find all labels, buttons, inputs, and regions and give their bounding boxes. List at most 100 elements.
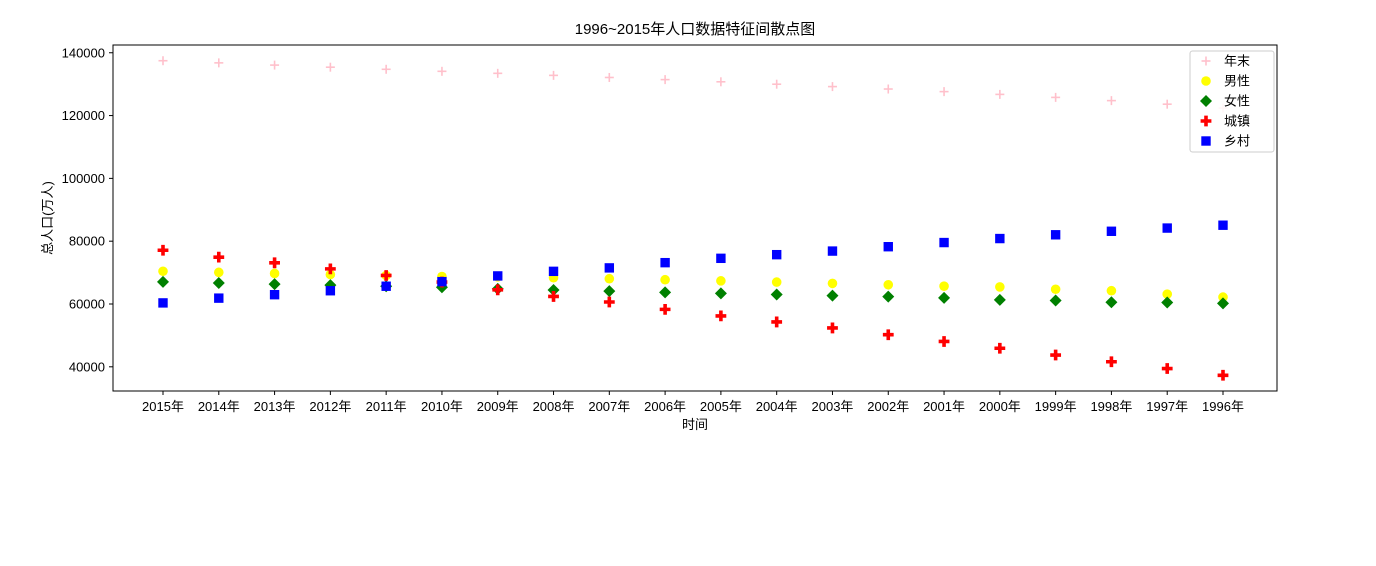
marker-circle: [771, 277, 782, 287]
marker-plus-thin: [995, 89, 1005, 99]
marker-plus-thick: [269, 257, 280, 269]
x-tick-label: 2001年: [923, 399, 965, 414]
marker-circle: [1201, 76, 1211, 86]
marker-diamond: [547, 284, 560, 297]
y-tick-label: 60000: [69, 296, 105, 311]
marker-circle: [1106, 285, 1117, 296]
series-乡村: [158, 220, 1228, 308]
marker-circle: [269, 268, 280, 279]
marker-plus-thin: [939, 87, 949, 97]
marker-square: [1106, 226, 1117, 236]
marker-diamond: [1105, 296, 1118, 309]
marker-circle: [660, 274, 670, 285]
marker-square: [325, 286, 336, 296]
marker-plus-thick: [882, 329, 894, 341]
marker-plus-thick: [938, 336, 950, 347]
series-女性: [157, 275, 1229, 310]
marker-diamond: [212, 276, 225, 289]
marker-circle: [604, 273, 615, 284]
y-tick-label: 140000: [62, 45, 105, 60]
marker-plus-thick: [1050, 349, 1062, 361]
marker-plus-thin: [1051, 92, 1061, 102]
y-tick-label: 100000: [62, 171, 105, 186]
marker-plus-thick: [213, 251, 225, 263]
marker-plus-thin: [437, 66, 447, 76]
marker-plus-thin: [1106, 96, 1116, 106]
x-tick-label: 2007年: [588, 399, 630, 414]
y-tick-label: 40000: [69, 359, 105, 374]
marker-plus-thick: [994, 342, 1006, 354]
legend-label: 城镇: [1224, 114, 1250, 129]
marker-square: [771, 249, 782, 260]
x-tick-label: 2013年: [254, 399, 296, 414]
marker-plus-thin: [827, 82, 837, 92]
marker-square: [1162, 223, 1172, 233]
x-tick-label: 2004年: [756, 399, 798, 414]
series-年末: [158, 56, 1228, 113]
x-tick-label: 2009年: [477, 399, 519, 414]
marker-plus-thin: [883, 84, 893, 94]
marker-plus-thin: [604, 72, 614, 82]
x-tick-label: 2005年: [700, 399, 742, 414]
marker-diamond: [1200, 95, 1212, 107]
marker-diamond: [603, 285, 616, 298]
marker-plus-thick: [1161, 363, 1173, 374]
marker-plus-thin: [549, 70, 559, 80]
marker-square: [1218, 220, 1228, 230]
marker-plus-thick: [1217, 369, 1229, 381]
marker-circle: [213, 267, 224, 278]
marker-square: [827, 246, 838, 256]
marker-plus-thick: [1200, 115, 1212, 127]
marker-diamond: [826, 289, 839, 302]
marker-circle: [1218, 292, 1228, 302]
marker-diamond: [714, 287, 727, 300]
marker-square: [158, 298, 168, 308]
marker-circle: [1050, 284, 1061, 295]
marker-circle: [939, 281, 949, 291]
marker-diamond: [1217, 297, 1229, 310]
x-tick-label: 1998年: [1090, 399, 1132, 414]
marker-circle: [325, 269, 336, 280]
marker-circle: [827, 278, 838, 289]
marker-square: [660, 257, 670, 268]
marker-plus-thick: [324, 263, 336, 275]
x-tick-label: 2014年: [198, 399, 240, 414]
marker-square: [716, 253, 726, 264]
marker-diamond: [1161, 296, 1174, 309]
marker-plus-thin: [158, 56, 168, 66]
marker-circle: [883, 279, 894, 290]
x-tick-label: 1997年: [1146, 399, 1188, 414]
legend-label: 女性: [1224, 94, 1250, 109]
marker-circle: [995, 282, 1005, 292]
marker-square: [939, 237, 949, 248]
marker-square: [883, 242, 893, 252]
y-axis-label: 总人口(万人): [40, 181, 55, 255]
marker-plus-thin: [772, 79, 782, 89]
marker-circle: [1162, 289, 1173, 299]
marker-diamond: [1049, 294, 1062, 307]
marker-diamond: [157, 275, 169, 288]
marker-diamond: [268, 278, 281, 291]
y-tick-label: 120000: [62, 108, 105, 123]
marker-square: [1050, 230, 1061, 240]
marker-diamond: [770, 288, 783, 301]
marker-plus-thick: [1106, 356, 1117, 368]
marker-plus-thin: [381, 64, 391, 74]
x-tick-label: 2011年: [366, 399, 407, 414]
marker-square: [493, 271, 503, 281]
marker-plus-thick: [715, 310, 727, 322]
marker-square: [995, 233, 1005, 244]
marker-plus-thick: [492, 284, 504, 296]
marker-plus-thin: [1201, 56, 1211, 66]
legend-label: 年末: [1224, 54, 1250, 69]
x-axis-label: 时间: [682, 417, 708, 432]
x-tick-label: 2015年: [142, 399, 184, 414]
marker-circle: [716, 276, 726, 286]
marker-plus-thin: [325, 62, 335, 72]
legend-label: 乡村: [1224, 134, 1250, 149]
marker-plus-thin: [214, 58, 224, 68]
marker-square: [604, 263, 615, 273]
marker-plus-thin: [1162, 99, 1172, 109]
